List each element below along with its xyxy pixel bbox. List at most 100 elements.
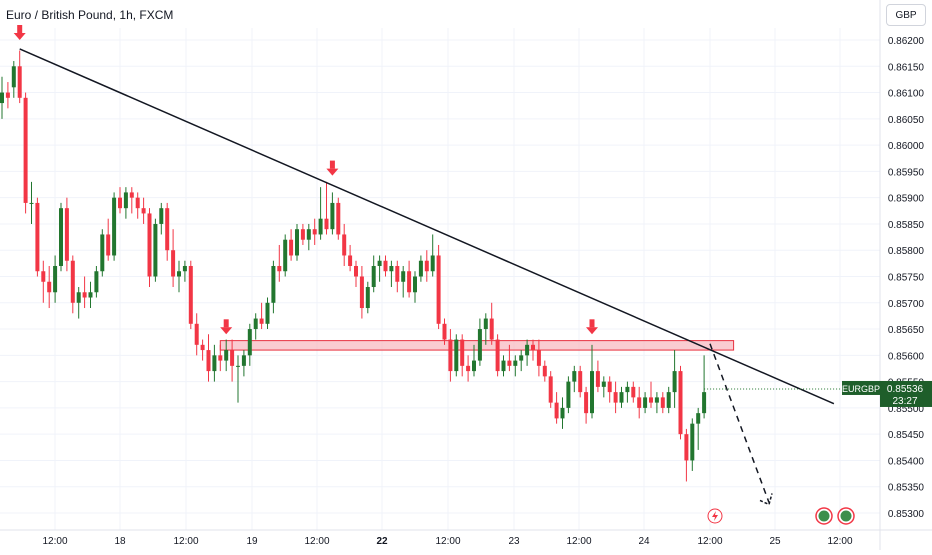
candle <box>595 360 600 393</box>
candle-body <box>442 323 447 340</box>
y-tick-label: 0.85450 <box>888 430 925 441</box>
countdown-label: 23:27 <box>892 396 917 407</box>
candle-body <box>483 318 488 330</box>
candle <box>466 355 471 382</box>
candle <box>171 229 176 288</box>
candle-body <box>489 318 494 340</box>
candle-body <box>342 234 347 256</box>
x-tick-label: 12:00 <box>566 536 591 547</box>
down-arrow-icon <box>586 319 598 335</box>
candle <box>702 355 707 419</box>
y-tick-label: 0.85700 <box>888 299 925 310</box>
candle <box>442 318 447 345</box>
y-tick-label: 0.85400 <box>888 456 925 467</box>
candle <box>35 197 40 277</box>
candle <box>536 339 541 377</box>
candle <box>560 397 565 429</box>
candle <box>572 365 577 393</box>
candle <box>678 365 683 440</box>
candle-body <box>194 323 199 345</box>
candle <box>377 255 382 282</box>
candle-body <box>413 276 417 293</box>
candle-body <box>607 381 612 393</box>
candle-body <box>525 344 530 356</box>
candle-body <box>59 208 63 266</box>
candle-body <box>371 265 376 288</box>
candle-body <box>595 371 600 387</box>
candle <box>436 244 441 330</box>
candle <box>76 287 81 319</box>
candle <box>5 82 10 109</box>
candle <box>454 334 459 377</box>
candle-body <box>466 365 471 372</box>
candle <box>389 260 394 288</box>
candle <box>118 187 122 214</box>
candle-body <box>94 271 99 293</box>
candle <box>94 265 99 298</box>
candle <box>147 208 152 288</box>
candle-body <box>660 397 665 408</box>
candle <box>359 265 364 319</box>
candle-body <box>70 260 75 303</box>
price-tag-bg <box>880 380 932 407</box>
candle <box>29 181 34 224</box>
event-marker-icon <box>815 507 833 525</box>
candle <box>123 187 128 219</box>
candle-body <box>649 397 653 403</box>
arrow-head <box>220 327 233 335</box>
candle-body <box>501 360 506 372</box>
y-tick-label: 0.86200 <box>888 36 925 47</box>
candle-body <box>548 376 553 403</box>
candle <box>200 339 205 361</box>
candle-body <box>330 202 335 230</box>
candle-body <box>418 260 423 277</box>
candle-body <box>354 265 358 277</box>
candle-body <box>572 371 577 382</box>
candle <box>448 329 453 382</box>
candle <box>631 381 636 403</box>
y-tick-label: 0.85950 <box>888 167 925 178</box>
candle-body <box>177 271 181 277</box>
candle <box>401 265 406 298</box>
candle <box>649 381 653 408</box>
candle-body <box>666 392 671 408</box>
x-tick-label: 24 <box>638 536 650 547</box>
candle-body <box>584 392 589 414</box>
candle-body <box>265 302 270 324</box>
candle-body <box>76 292 81 303</box>
candle-body <box>206 350 211 372</box>
candle-body <box>188 265 193 324</box>
candle-body <box>41 271 46 282</box>
candle <box>106 218 111 261</box>
candle <box>153 218 158 282</box>
candle <box>100 229 105 277</box>
candle <box>241 350 246 377</box>
candle <box>542 360 547 382</box>
symbol-label: EURGBP <box>842 384 880 394</box>
candle-body <box>289 239 294 256</box>
event-marker-icon <box>837 507 855 525</box>
candle <box>64 197 69 272</box>
arrow-shaft <box>17 25 23 33</box>
candle-body <box>247 329 252 356</box>
candle-body <box>11 66 16 88</box>
candle <box>477 318 482 366</box>
candle-body <box>224 350 229 361</box>
candle-body <box>590 371 594 414</box>
candle-body <box>64 208 69 261</box>
resistance-zone <box>219 340 735 351</box>
candle <box>424 250 429 282</box>
y-tick-label: 0.85600 <box>888 351 925 362</box>
y-tick-label: 0.85650 <box>888 325 925 336</box>
currency-button[interactable]: GBP <box>886 4 926 26</box>
candle <box>672 350 677 408</box>
x-tick-label: 23 <box>508 536 520 547</box>
candle <box>578 365 583 398</box>
y-tick-label: 0.85500 <box>888 404 925 415</box>
down-arrow-icon <box>13 25 26 40</box>
candle <box>59 202 63 272</box>
candle <box>88 281 93 309</box>
